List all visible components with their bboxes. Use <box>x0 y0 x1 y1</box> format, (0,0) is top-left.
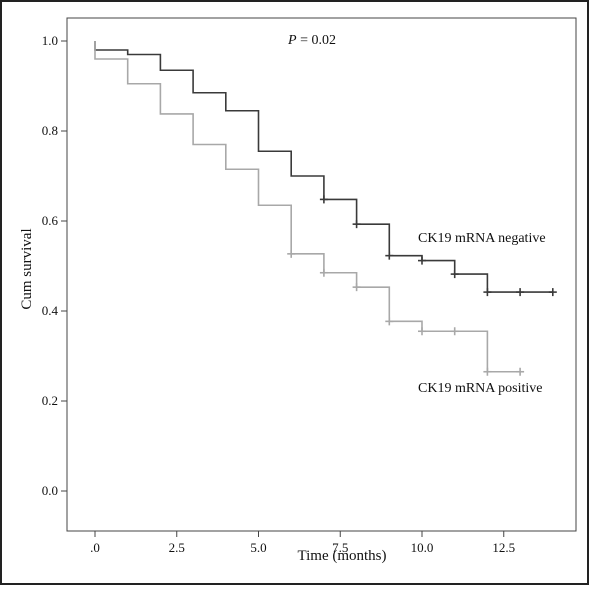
y-axis: 0.0 0.2 0.4 0.6 0.8 1.0 <box>42 33 67 498</box>
p-value-text: = 0.02 <box>300 33 336 48</box>
p-value-annotation: P = 0.02 <box>287 33 336 48</box>
x-tick-label: 7.5 <box>332 540 348 555</box>
series-layer <box>94 41 557 376</box>
x-tick-label: .0 <box>90 540 100 555</box>
series-label-positive: CK19 mRNA positive <box>418 381 542 396</box>
y-tick-label: 0.2 <box>42 393 58 408</box>
x-tick-label: 12.5 <box>492 540 515 555</box>
plot-frame <box>66 17 577 532</box>
y-tick-label: 0.8 <box>42 123 58 138</box>
series-group <box>94 41 525 376</box>
x-tick-label: 5.0 <box>250 540 266 555</box>
y-tick-label: 0.6 <box>42 213 59 228</box>
x-tick-label: 2.5 <box>169 540 185 555</box>
p-value-symbol: P <box>287 33 297 48</box>
y-axis-label: Cum survival <box>19 228 35 309</box>
y-tick-label: 0.0 <box>42 483 58 498</box>
x-axis: .0 2.5 5.0 7.5 10.0 12.5 <box>90 531 515 555</box>
x-axis-label: Time (months) <box>297 548 386 564</box>
series-line <box>94 41 553 293</box>
y-tick-label: 0.4 <box>42 303 59 318</box>
series-label-negative: CK19 mRNA negative <box>418 231 546 246</box>
x-tick-label: 10.0 <box>411 540 434 555</box>
series-group <box>94 41 557 297</box>
y-tick-label: 1.0 <box>42 33 58 48</box>
